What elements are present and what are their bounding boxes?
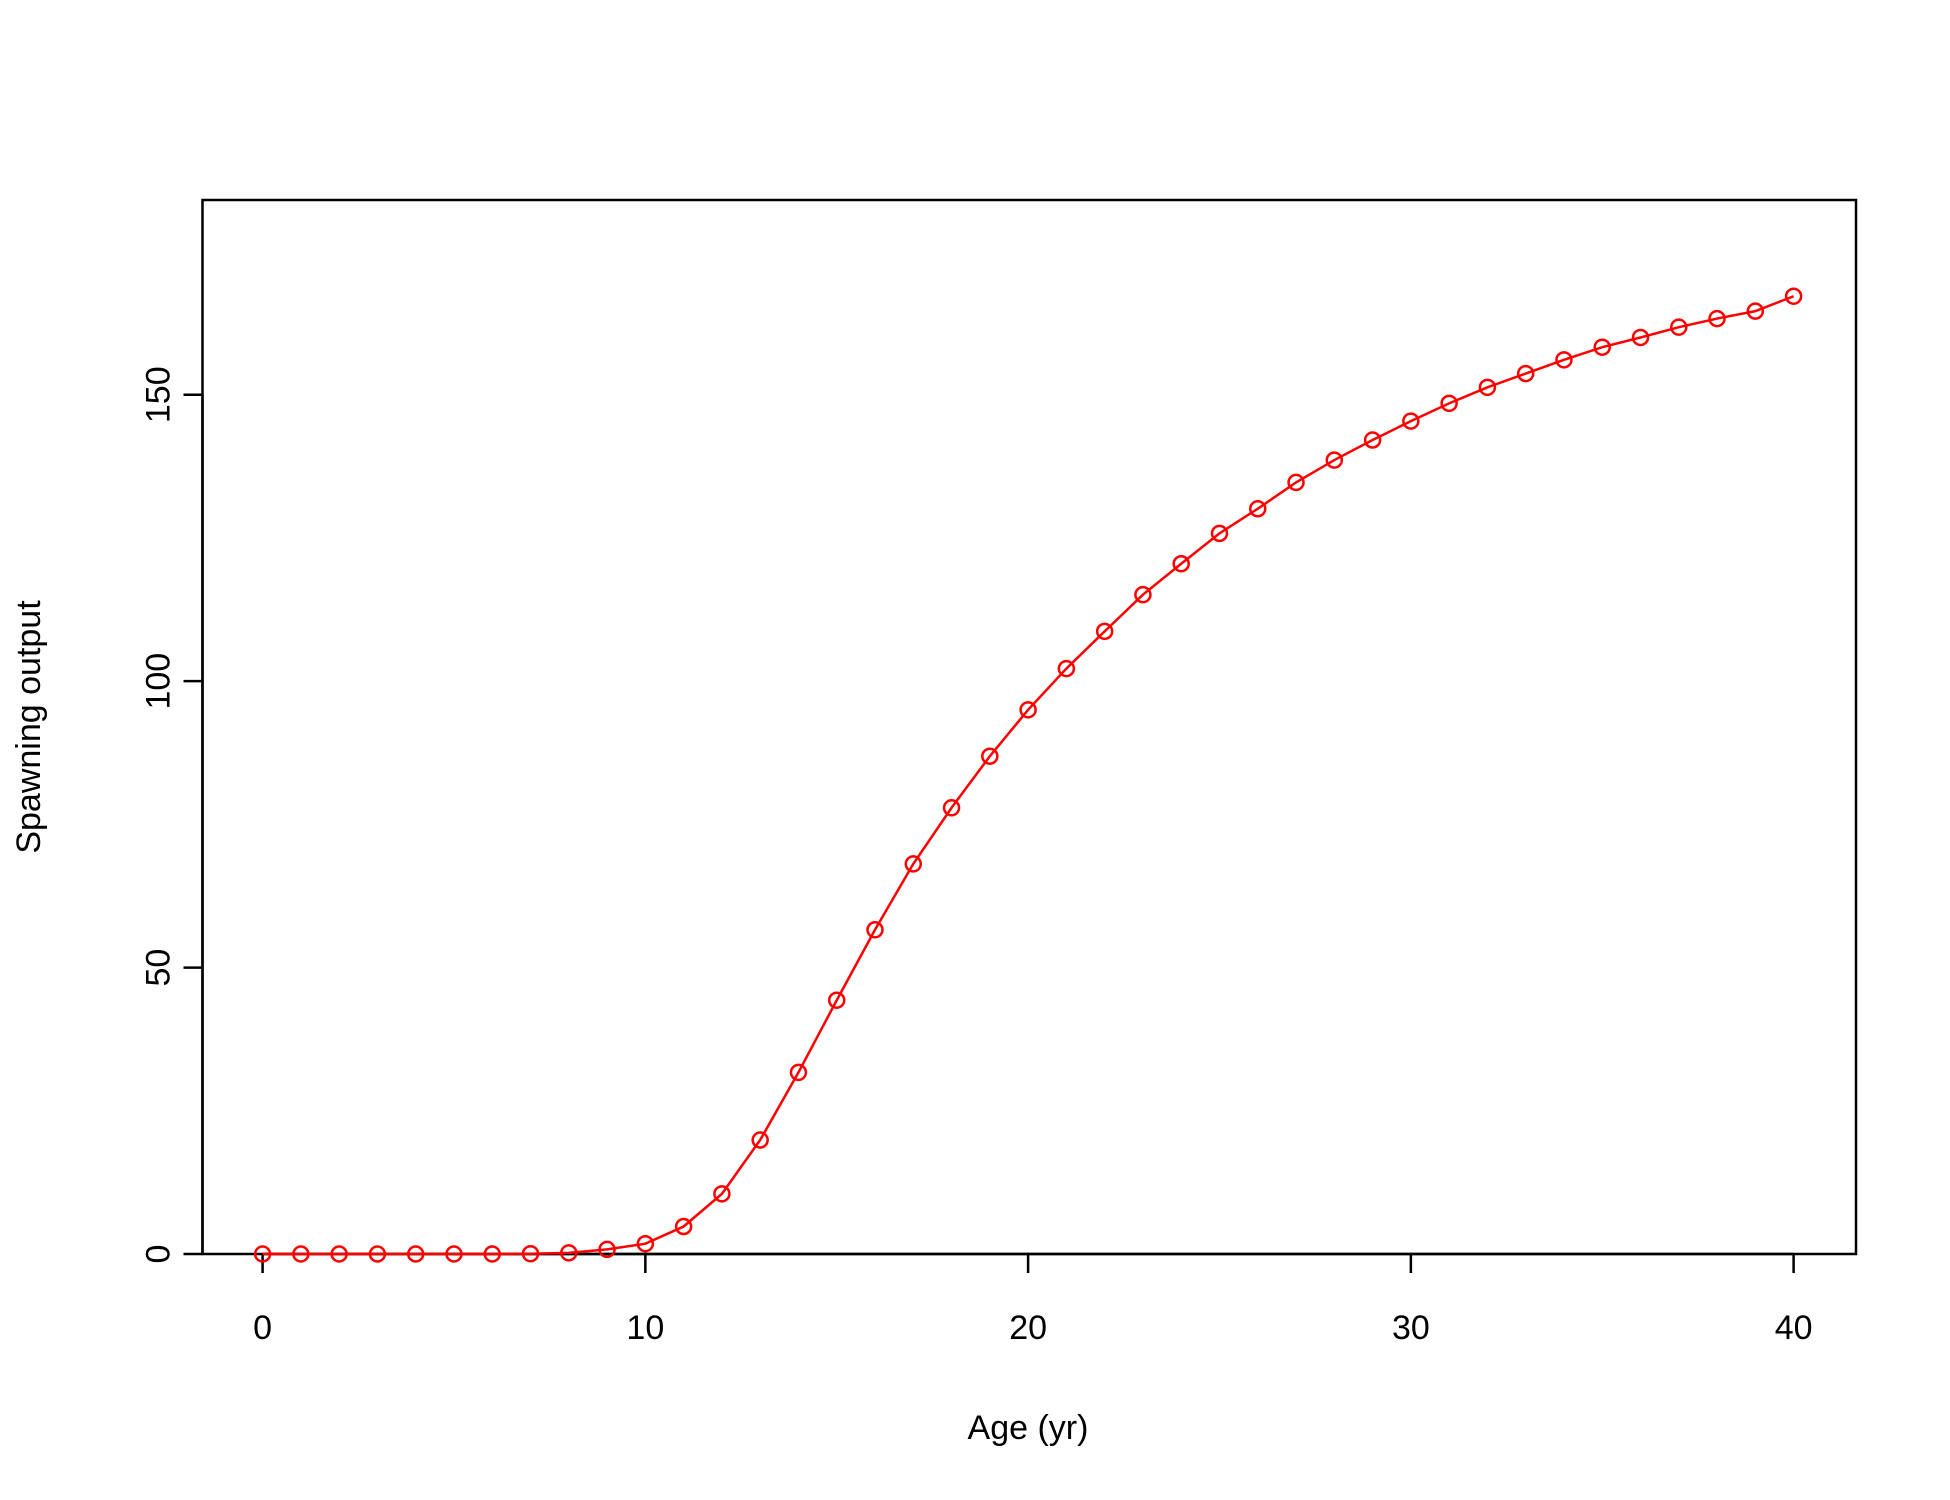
- data-point: [1134, 585, 1152, 604]
- plot-box: [201, 198, 1858, 1256]
- data-point: [713, 1185, 731, 1203]
- x-tick-label: 20: [1009, 1309, 1047, 1347]
- data-point: [751, 1131, 769, 1149]
- y-tick-label: 100: [139, 653, 177, 710]
- data-point: [521, 1244, 540, 1263]
- data-point: [1670, 318, 1688, 336]
- data-point: [1402, 412, 1420, 430]
- data-point: [1708, 309, 1726, 328]
- y-axis-title: Spawning output: [10, 600, 48, 854]
- data-point: [942, 799, 961, 817]
- data-point: [789, 1063, 808, 1082]
- data-point: [253, 1245, 272, 1263]
- y-tick-label: 0: [139, 1245, 177, 1264]
- data-point: [330, 1245, 348, 1263]
- data-point: [1555, 351, 1573, 369]
- data-point: [1440, 394, 1458, 413]
- y-tick-label: 150: [139, 366, 177, 423]
- data-point: [598, 1240, 616, 1259]
- data-point: [1019, 701, 1037, 719]
- data-point: [292, 1245, 310, 1263]
- data-point: [406, 1245, 425, 1263]
- y-tick-label: 50: [139, 949, 177, 987]
- data-point: [1325, 451, 1344, 469]
- data-point: [1172, 554, 1190, 573]
- data-point: [483, 1245, 501, 1263]
- data-point: [674, 1217, 693, 1236]
- data-point: [1095, 622, 1114, 641]
- data-point: [1249, 500, 1267, 518]
- x-tick-label: 10: [626, 1309, 664, 1347]
- data-point: [1746, 302, 1765, 320]
- data-point: [904, 855, 923, 873]
- data-point: [1631, 328, 1650, 347]
- x-tick-label: 40: [1775, 1309, 1813, 1347]
- data-point: [866, 921, 884, 939]
- data-point: [1784, 287, 1803, 305]
- data-point: [1287, 473, 1305, 492]
- x-tick-label: 0: [253, 1309, 272, 1347]
- data-point: [1478, 378, 1497, 397]
- data-point: [1593, 338, 1611, 356]
- x-axis-title: Age (yr): [968, 1409, 1089, 1447]
- data-point: [368, 1245, 387, 1263]
- data-point: [1210, 524, 1229, 543]
- data-point: [1057, 659, 1076, 678]
- data-point: [1363, 431, 1382, 449]
- series-line: [262, 295, 1795, 1256]
- data-point: [445, 1245, 463, 1263]
- data-point: [560, 1244, 578, 1262]
- x-tick-label: 30: [1392, 1309, 1430, 1347]
- data-point: [827, 991, 846, 1009]
- data-point: [1516, 364, 1535, 383]
- data-point: [636, 1234, 655, 1253]
- data-point: [981, 747, 999, 765]
